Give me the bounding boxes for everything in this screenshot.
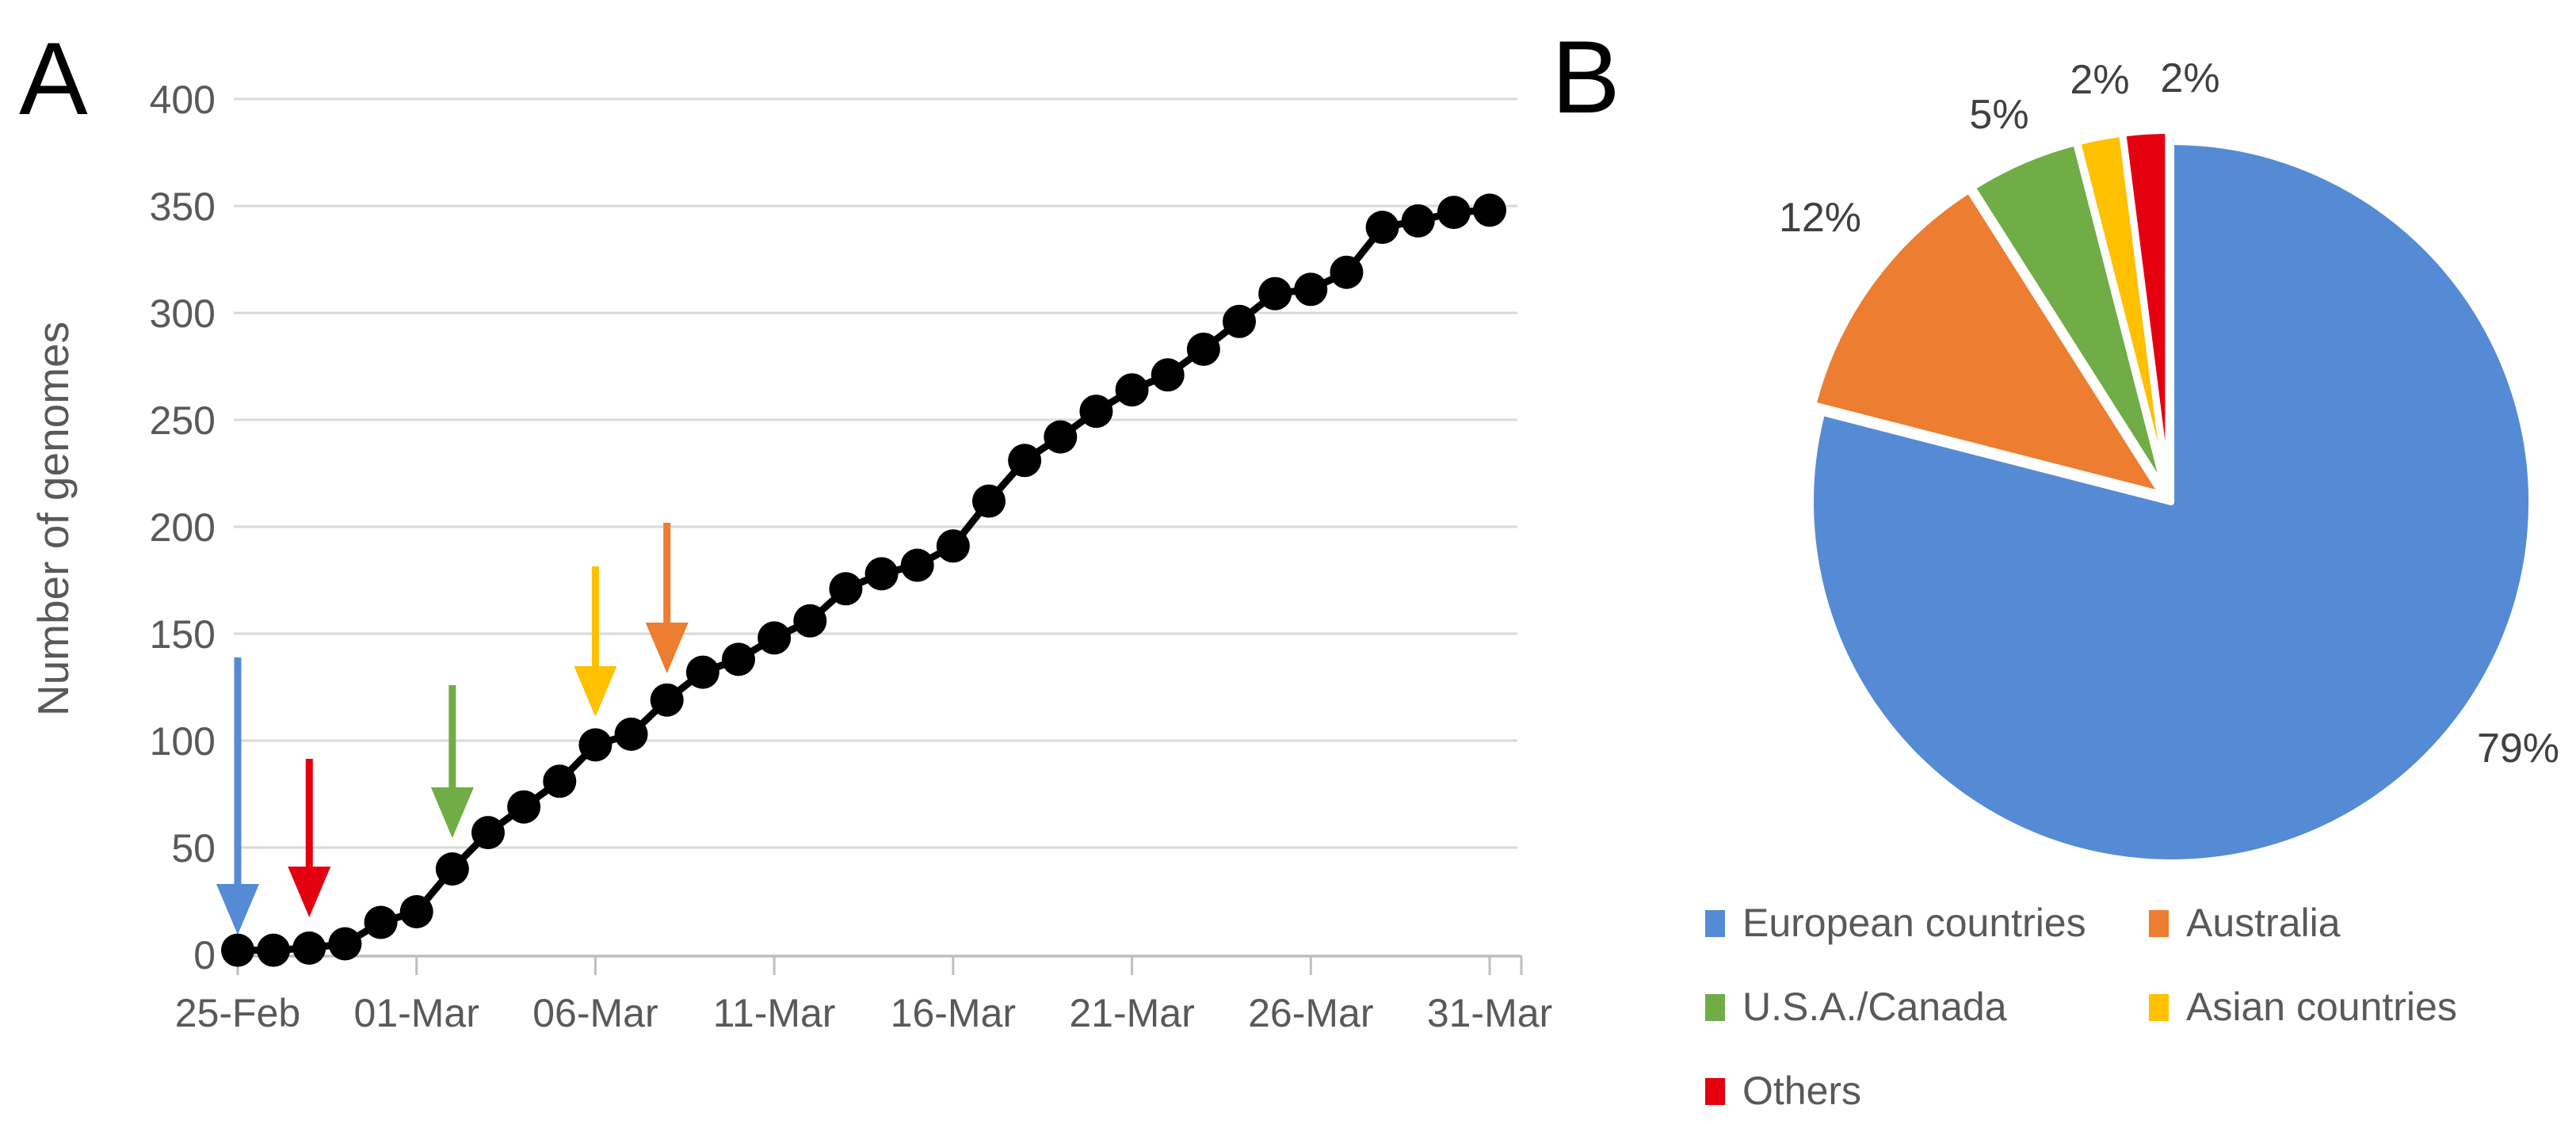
data-point [328, 927, 362, 961]
data-point [936, 529, 970, 563]
percent-label: 5% [1969, 92, 2028, 138]
data-point [793, 604, 827, 638]
data-point [507, 790, 541, 824]
panel-b-label: B [1551, 19, 1620, 135]
yellow-arrow-head [574, 666, 617, 717]
data-point [722, 642, 755, 676]
legend-swatch-1 [1705, 910, 1725, 937]
data-point [1186, 332, 1220, 366]
data-point [471, 816, 505, 850]
y-tick-label: 250 [150, 398, 216, 443]
pie-slice-5 [2120, 128, 2172, 495]
data-point [399, 895, 433, 928]
data-point [614, 717, 648, 751]
data-point [685, 655, 719, 689]
legend-label-5: Others [1742, 1069, 1862, 1113]
legend-item-2: Australia [2149, 881, 2573, 965]
legend-label-1: European countries [1742, 901, 2086, 945]
genomes-line-chart: 0 50 100 150 200 250 300 350 400 25-Feb 01-Mar 06-M… [29, 78, 1552, 1035]
data-point [1008, 444, 1042, 478]
data-point [1151, 358, 1185, 392]
data-point [221, 933, 254, 967]
data-point [758, 621, 792, 655]
data-point [578, 728, 613, 762]
legend-item-4: Asian countries [2149, 965, 2573, 1049]
legend-item-5: Others [1705, 1049, 2149, 1124]
legend-label-2: Australia [2186, 901, 2341, 945]
data-point [1330, 255, 1364, 289]
data-point [1473, 193, 1506, 227]
data-point [1401, 204, 1435, 238]
data-point [1044, 420, 1078, 454]
x-tick-label: 01-Mar [354, 991, 479, 1035]
data-point [1294, 272, 1328, 307]
percent-label: 2% [2160, 55, 2219, 101]
y-tick-label: 50 [171, 826, 216, 871]
series-line [238, 206, 1490, 954]
legend-swatch-3 [1705, 994, 1725, 1021]
legend-item-3: U.S.A./Canada [1705, 965, 2149, 1049]
data-point [257, 933, 291, 967]
y-axis-title: Number of genomes [29, 322, 78, 716]
data-point [292, 931, 326, 965]
x-tick-label: 26-Mar [1248, 991, 1373, 1035]
blue-arrow [216, 657, 259, 935]
data-point [972, 484, 1006, 518]
legend-item-1: European countries [1705, 881, 2149, 965]
pie-legend: European countries Australia U.S.A./Canada… [1705, 881, 2573, 1124]
orange-arrow [645, 523, 689, 673]
legend-swatch-2 [2149, 910, 2169, 937]
orange-arrow-head [645, 623, 689, 673]
x-tick-label: 16-Mar [891, 991, 1016, 1035]
data-point [864, 557, 899, 591]
panel-a-label: A [19, 21, 88, 136]
data-point [1223, 304, 1256, 338]
y-tick-label: 400 [150, 78, 216, 122]
data-point [364, 905, 398, 939]
red-arrow [288, 759, 331, 917]
blue-arrow-head [216, 884, 259, 935]
legend-label-3: U.S.A./Canada [1742, 985, 2007, 1029]
y-tick-label: 100 [150, 719, 216, 764]
x-tick-label: 31-Mar [1427, 991, 1552, 1035]
yellow-arrow [574, 566, 617, 717]
y-tick-label: 150 [150, 612, 216, 657]
x-tick-label: 11-Mar [713, 991, 836, 1035]
data-point [1437, 196, 1471, 230]
y-tick-label: 300 [150, 291, 216, 336]
data-point [1115, 373, 1149, 407]
x-tick-label: 21-Mar [1069, 991, 1194, 1035]
x-tick-label: 06-Mar [532, 991, 658, 1035]
pie-slice-3 [1969, 139, 2170, 495]
y-tick-label: 200 [150, 505, 216, 550]
data-point [543, 764, 577, 798]
data-point [435, 852, 469, 886]
data-point [1079, 394, 1113, 429]
legend-label-4: Asian countries [2186, 985, 2457, 1029]
regions-pie-chart: 79% 12% 5% 2% 2% [1779, 55, 2559, 866]
percent-label: 2% [2070, 57, 2129, 103]
data-point [829, 572, 863, 606]
data-point [650, 683, 684, 717]
y-tick-label: 0 [193, 933, 216, 977]
y-tick-label: 350 [150, 185, 216, 229]
x-tick-label: 25-Feb [175, 991, 300, 1035]
red-arrow-head [288, 867, 331, 917]
pie-slice-1 [1807, 138, 2535, 866]
data-point [1365, 211, 1399, 244]
green-arrow [430, 685, 474, 838]
legend-swatch-4 [2149, 994, 2169, 1021]
pie-slice-2 [1810, 186, 2166, 498]
legend-swatch-5 [1705, 1078, 1725, 1105]
percent-label: 12% [1779, 195, 1861, 241]
green-arrow-head [430, 787, 474, 838]
data-point [900, 548, 934, 582]
percent-label: 79% [2477, 726, 2559, 772]
data-point [1258, 276, 1292, 311]
